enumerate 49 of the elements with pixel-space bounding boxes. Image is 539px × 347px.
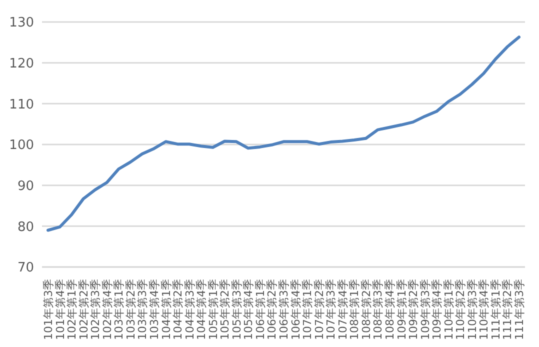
x-tick-label: 105年第2季 [218,279,232,340]
x-tick-label: 111年第2季 [501,279,514,340]
y-tick-label: 70 [17,260,34,276]
y-tick-label: 110 [9,97,34,112]
x-tick-label: 103年第1季 [112,279,126,340]
x-tick-label: 104年第2季 [172,279,185,340]
x-tick-label: 109年第1季 [395,279,408,340]
x-tick-label: 108年第3季 [372,279,385,340]
x-tick-label: 110年第3季 [466,279,479,340]
x-tick-label: 102年第1季 [66,279,79,340]
x-tick-label: 105年第1季 [206,279,220,340]
x-tick-label: 106年第2季 [266,279,279,340]
x-tick-label: 103年第3季 [136,279,150,340]
x-tick-label: 111年第1季 [489,279,502,340]
line-series [46,36,520,232]
x-tick-label: 109年第4季 [430,279,444,340]
x-tick-label: 107年第2季 [312,279,326,340]
x-tick-label: 105年第4季 [242,279,256,340]
x-tick-label: 107年第1季 [301,279,314,340]
x-tick-label: 108年第4季 [383,279,396,340]
x-tick-label: 108年第1季 [348,279,362,340]
x-tick-label: 110年第4季 [478,279,491,340]
x-tick-label: 104年第1季 [160,279,173,340]
y-tick-label: 80 [17,220,34,235]
x-tick-label: 109年第2季 [407,279,420,340]
x-tick-label: 103年第2季 [124,279,138,340]
x-tick-label: 110年第2季 [454,279,468,340]
x-tick-label: 106年第3季 [278,279,290,340]
x-tick-label: 102年第3季 [89,279,102,340]
x-tick-label: 105年第3季 [230,279,244,340]
x-tick-label: 106年第1季 [254,279,267,340]
y-tick-label: 90 [17,178,34,194]
x-tick-label: 101年第3季 [42,279,55,340]
x-tick-label: 104年第4季 [195,279,208,340]
x-tick-label: 104年第3季 [183,279,196,340]
x-tick-label: 107年第4季 [336,279,350,340]
x-tick-label: 109年第3季 [418,279,432,340]
x-tick-label: 106年第4季 [289,279,302,340]
y-tick-label: 120 [9,56,34,72]
x-tick-label: 103年第4季 [148,279,161,340]
x-tick-label: 102年第2季 [77,279,90,340]
x-tick-label: 111年第3季 [513,279,526,340]
y-tick-label: 100 [9,138,34,154]
x-tick-label: 101年第4季 [54,279,67,340]
x-tick-label: 108年第2季 [360,279,373,340]
x-tick-label: 102年第4季 [100,279,114,340]
x-tick-label: 107年第3季 [324,279,338,340]
y-tick-label: 130 [9,16,34,31]
x-tick-label: 110年第1季 [442,279,456,340]
